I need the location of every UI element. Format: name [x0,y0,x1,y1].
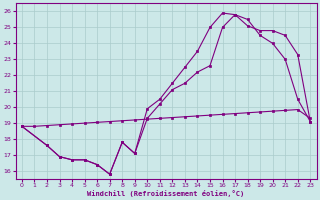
X-axis label: Windchill (Refroidissement éolien,°C): Windchill (Refroidissement éolien,°C) [87,190,245,197]
